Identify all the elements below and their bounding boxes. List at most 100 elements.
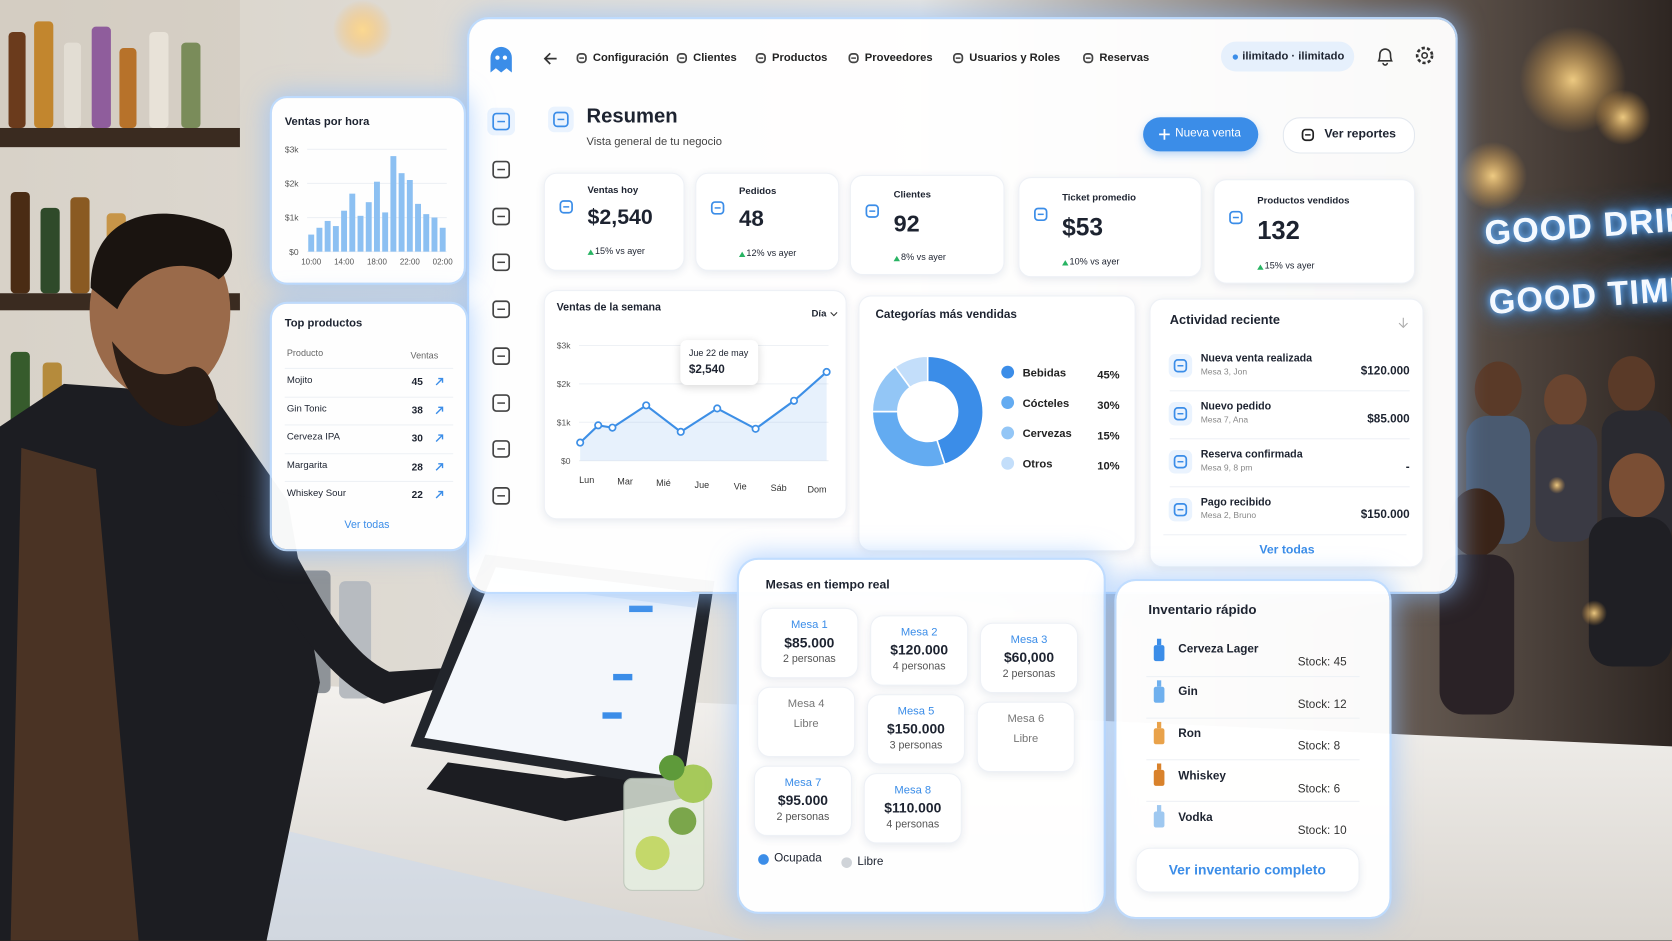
panel-title: Inventario rápido [1148,602,1257,618]
graphic [1415,46,1434,65]
kpi-label: Clientes [893,188,931,200]
new-sale-button[interactable]: Nueva venta [1143,117,1259,152]
table-state: Libre [1013,732,1039,746]
nav-item[interactable]: Productos [772,51,828,64]
nav-item[interactable]: Clientes [693,51,737,64]
bottle-icon [1156,680,1162,687]
table-tile[interactable]: Mesa 1 $85.000 2 personas [760,607,859,679]
table-name: Mesa 1 [790,618,828,632]
graphic [492,253,511,272]
view-all-button[interactable]: Ver todas [1163,534,1407,563]
table-tile[interactable]: Mesa 8 $110.000 4 personas [863,773,962,844]
pos-terminal-part [602,712,622,719]
table-tile[interactable]: Mesa 3 $60,000 2 personas [979,622,1079,694]
bar [390,156,397,252]
table-tile[interactable]: Mesa 7 $95.000 2 personas [753,765,852,837]
row-divider [284,396,454,398]
shelves-part [10,351,30,427]
trend-arrow [435,434,444,442]
y-tick-label: $2k [285,179,299,189]
chart-title: Ventas por hora [284,115,370,128]
row-divider [1146,676,1360,678]
graphic [710,201,725,215]
reports-button[interactable]: Ver reportes [1282,117,1416,154]
table-tile[interactable]: Mesa 6 Libre [976,701,1075,773]
value-label: 10% [1097,461,1119,473]
graphic [576,52,587,64]
activity-detail: Mesa 7, Ana [1200,414,1249,425]
legend-swatch [1001,396,1015,409]
activity-title: Pago recibido [1200,496,1272,509]
graphic [492,207,511,226]
view-all-link[interactable]: Ver todas [344,519,390,532]
nav-item[interactable]: Proveedores [864,51,933,64]
row-divider [1146,717,1360,719]
bar [373,181,380,252]
icon [1173,502,1188,517]
restaurant-guests [1439,356,1672,715]
shelves-part [0,127,240,148]
value-label: 15% [1097,430,1119,442]
icon [492,486,511,505]
kpi-card: Clientes 92 8% vs ayer [849,174,1005,276]
product-sales: 38 [411,404,423,417]
nav-item[interactable]: Usuarios y Roles [969,51,1061,64]
graphic [1153,721,1165,745]
ceiling-lights [332,0,1651,211]
table-tile[interactable]: Mesa 4 Libre [757,686,856,758]
download-icon [1398,317,1408,329]
trend-up [1257,264,1264,270]
nav-item[interactable]: Reservas [1099,51,1150,64]
activity-amount: - [1405,460,1410,474]
hourly-sales-panel: Ventas por hora $0 $1k $2k $3k 10:00 14:00 18:0… [271,98,464,283]
row-divider [284,367,454,369]
bar [423,214,430,252]
inventory-link-button[interactable]: Ver inventario completo [1135,847,1360,893]
x-tick-label: 18:00 [367,257,388,266]
product-sales: 30 [411,432,423,445]
icon [559,200,573,214]
row-divider [1169,438,1410,440]
column-header: Ventas [410,349,439,361]
legend-label: Ocupada [774,851,822,865]
bartender-part [10,447,139,941]
bartender-part [111,341,219,427]
graphic [435,434,444,442]
plan-badge[interactable]: ilimitado · ilimitado [1220,41,1355,72]
graphic [952,52,964,64]
donut-slice [893,355,929,389]
icon [492,160,511,179]
page-title: Resumen [586,105,678,128]
table-tile[interactable]: Mesa 5 $150.000 3 personas [866,694,966,765]
cocktail-glass-part [673,764,713,803]
legend-swatch [1001,426,1015,440]
ceiling-lights-part [332,0,393,60]
icon [576,52,587,64]
nav-item[interactable]: Configuración [592,51,669,64]
trend-arrow [435,406,444,414]
restaurant-guests-part [1439,554,1515,715]
chart-filter[interactable]: Día [811,308,827,319]
table-state: Libre [793,717,819,731]
graphic [435,377,444,386]
graphic [1159,129,1170,140]
graphic [492,347,511,366]
x-tick-label: 02:00 [433,257,454,266]
y-tick-label: $1k [285,213,299,223]
table-tile[interactable]: Mesa 2 $120.000 4 personas [870,615,969,686]
restaurant-guests-part [1535,424,1598,542]
bar [308,234,315,252]
view-all-link: Ver todas [1259,543,1315,557]
table-guests: 4 personas [886,818,940,831]
chart-title: Categorías más vendidas [875,308,1017,321]
kpi-label: Pedidos [738,185,777,197]
item-name: Cerveza Lager [1178,642,1259,656]
y-tick-label: $2k [557,379,571,389]
graphic [435,462,444,471]
legend-swatch [1001,365,1015,379]
table-guests: 2 personas [782,653,836,666]
product-name: Mojito [286,374,313,385]
bottle-icon [1156,763,1162,770]
table-name: Mesa 8 [894,783,932,797]
